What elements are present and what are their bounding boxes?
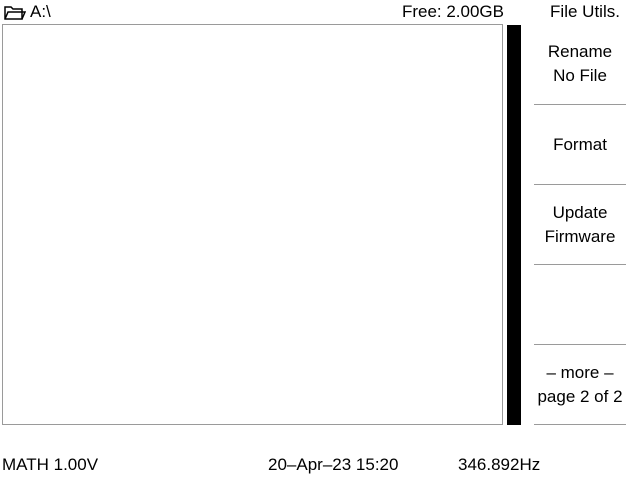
rename-button[interactable]: Rename No File: [534, 24, 626, 104]
menu-divider: [534, 264, 626, 265]
rename-button-label: Rename: [547, 42, 613, 61]
datetime-status: 20–Apr–23 15:20: [268, 455, 399, 474]
current-path: A:\: [4, 2, 51, 22]
empty-softkey[interactable]: [534, 265, 626, 345]
update-firmware-button[interactable]: Update Firmware: [534, 185, 626, 265]
menu-title: File Utils.: [550, 2, 620, 21]
frequency-status: 346.892Hz: [458, 455, 541, 474]
more-button[interactable]: – more – page 2 of 2: [534, 345, 626, 425]
format-button[interactable]: Format: [534, 105, 626, 185]
path-label: A:\: [30, 2, 51, 21]
more-button-label: – more –: [546, 363, 614, 382]
free-space-label: Free: 2.00GB: [401, 2, 504, 21]
menu-divider: [534, 424, 626, 425]
top-bar: A:\ Free: 2.00GB File Utils.: [0, 0, 640, 24]
math-status: MATH 1.00V: [2, 455, 99, 474]
file-list[interactable]: [2, 24, 503, 425]
format-button-label: Format: [553, 135, 607, 154]
file-list-scrollbar[interactable]: [507, 25, 521, 425]
menu-divider: [534, 104, 626, 105]
rename-button-sublabel: No File: [553, 66, 607, 85]
update-firmware-button-label: Update: [552, 203, 608, 222]
update-firmware-button-sublabel: Firmware: [544, 227, 616, 246]
menu-divider: [534, 344, 626, 345]
more-button-page-label: page 2 of 2: [537, 387, 623, 406]
menu-divider: [534, 184, 626, 185]
folder-icon: [4, 4, 27, 20]
